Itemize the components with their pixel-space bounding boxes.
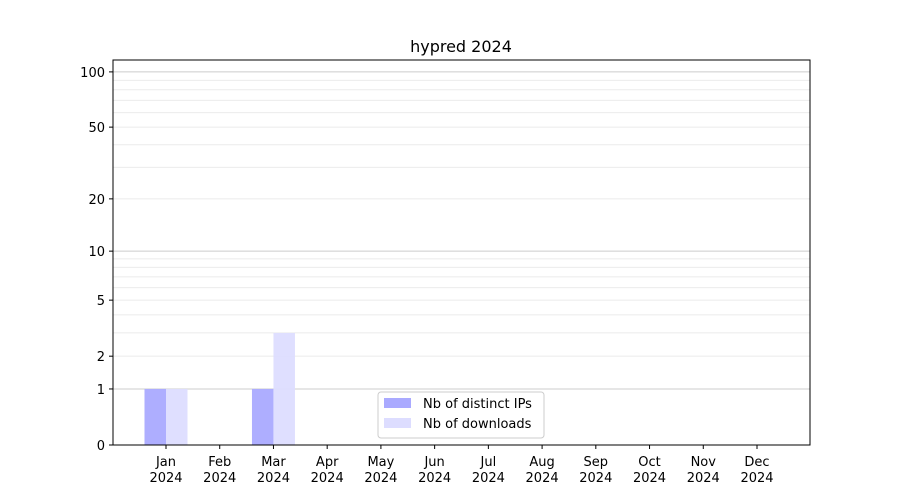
x-tick-label: Nov xyxy=(691,455,717,470)
bar-distinct-ips xyxy=(251,388,274,445)
bar-downloads xyxy=(166,388,188,445)
x-tick-label: May xyxy=(367,455,394,470)
x-tick-label: 2024 xyxy=(526,471,559,486)
x-tick-label: 2024 xyxy=(579,471,612,486)
x-tick-label: Dec xyxy=(744,455,769,470)
x-tick-label: 2024 xyxy=(364,471,397,486)
x-tick-label: 2024 xyxy=(418,471,451,486)
bars xyxy=(144,332,295,445)
y-tick-label: 20 xyxy=(88,193,105,208)
legend-swatch xyxy=(384,418,411,428)
legend-box xyxy=(377,391,545,439)
x-tick-label: 2024 xyxy=(203,471,236,486)
x-tick-label: 2024 xyxy=(472,471,505,486)
legend: Nb of distinct IPs Nb of downloads xyxy=(377,391,545,439)
x-tick-label: Mar xyxy=(261,455,286,470)
chart-title: hypred 2024 xyxy=(410,37,512,56)
y-tick-label: 100 xyxy=(80,66,105,81)
x-tick-label: Apr xyxy=(316,455,339,470)
x-tick-label: 2024 xyxy=(740,471,773,486)
bar-downloads xyxy=(273,332,295,445)
plot-frame xyxy=(112,59,811,446)
y-tick-label: 1 xyxy=(97,383,105,398)
x-tick-label: Jul xyxy=(480,455,497,470)
x-tick-label: 2024 xyxy=(257,471,290,486)
x-tick-label: Sep xyxy=(584,455,609,470)
x-axis: Jan2024Feb2024Mar2024Apr2024May2024Jun20… xyxy=(149,445,774,486)
bar-distinct-ips xyxy=(144,388,166,445)
x-tick-label: 2024 xyxy=(149,471,182,486)
y-tick-label: 50 xyxy=(88,121,105,136)
x-tick-label: Aug xyxy=(529,455,554,470)
legend-label: Nb of downloads xyxy=(423,417,532,432)
y-tick-label: 10 xyxy=(88,245,105,260)
y-tick-label: 5 xyxy=(97,294,105,309)
x-tick-label: Oct xyxy=(638,455,660,470)
y-tick-label: 2 xyxy=(97,350,105,365)
y-axis: 0 1 2 5 10 20 50 100 xyxy=(80,66,113,454)
legend-label: Nb of distinct IPs xyxy=(423,397,532,412)
x-tick-label: Jun xyxy=(423,455,444,470)
grid xyxy=(113,71,810,390)
x-tick-label: 2024 xyxy=(687,471,720,486)
x-tick-label: 2024 xyxy=(633,471,666,486)
x-tick-label: Jan xyxy=(155,455,176,470)
legend-swatch xyxy=(384,398,411,408)
x-tick-label: Feb xyxy=(208,455,231,470)
y-tick-label: 0 xyxy=(97,439,105,454)
x-tick-label: 2024 xyxy=(311,471,344,486)
